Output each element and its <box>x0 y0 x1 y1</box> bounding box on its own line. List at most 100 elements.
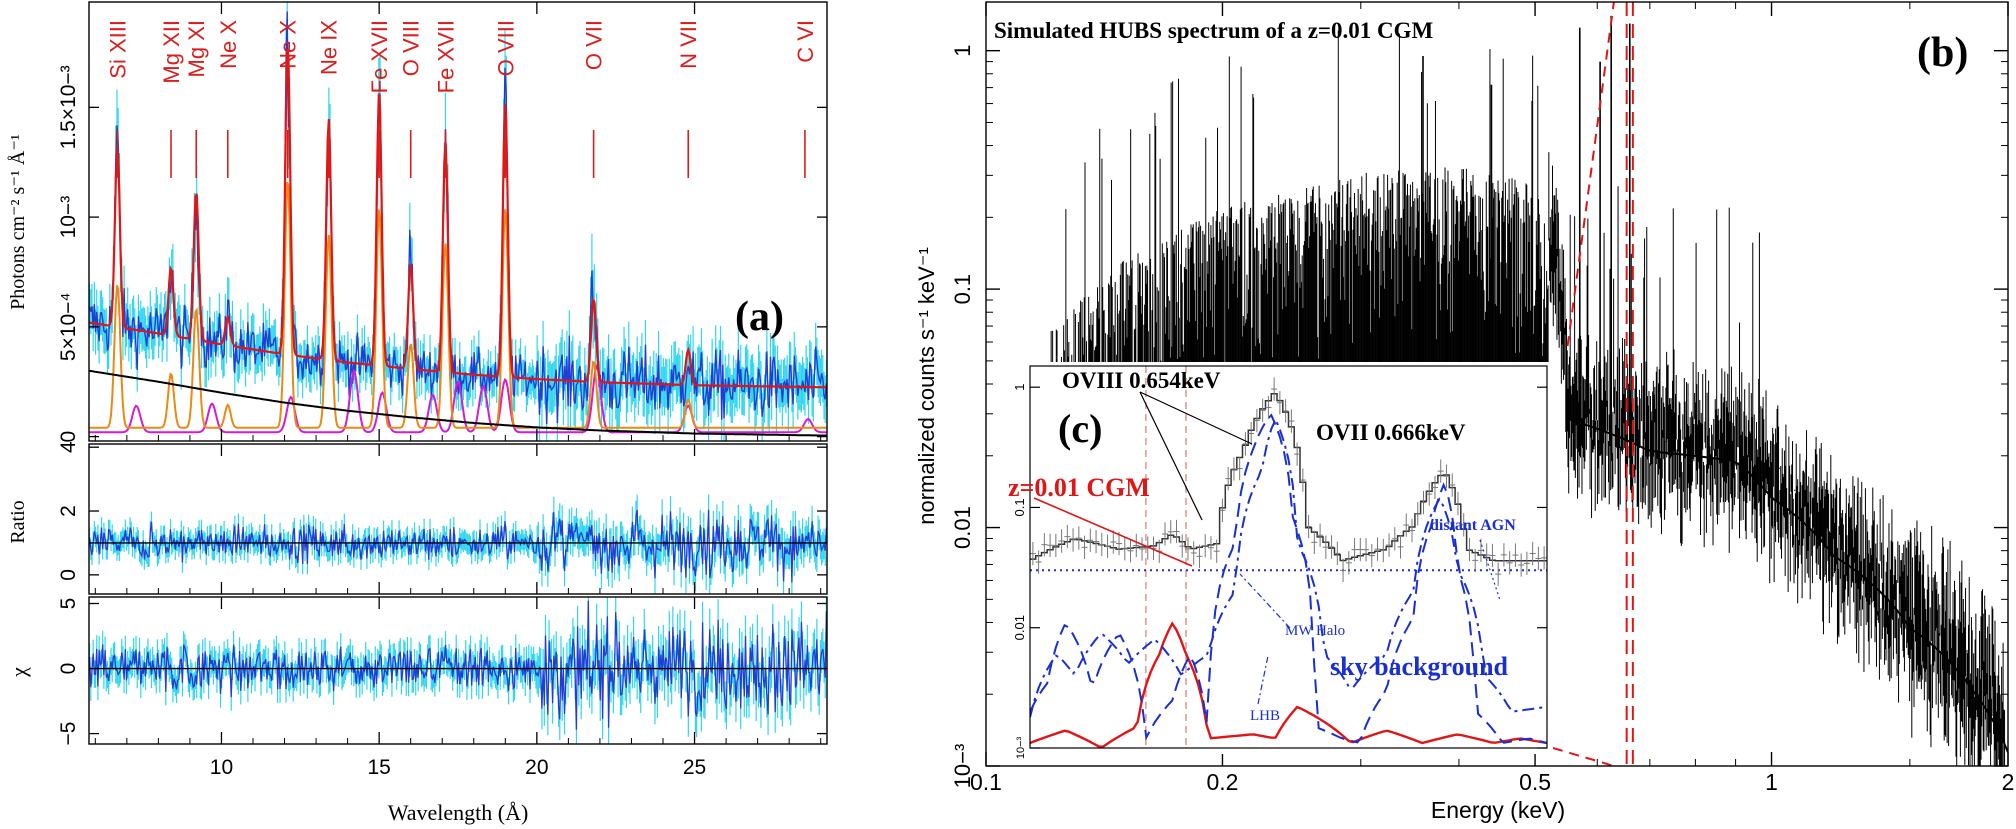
magenta-component <box>89 363 827 434</box>
chi-y-axis-label: χ <box>6 667 31 678</box>
x-tick-label: 0.5 <box>1519 769 1551 795</box>
spectrum-marks <box>89 2 827 441</box>
x-tick-label: 20 <box>525 756 548 779</box>
y-tick-label: 10−³ <box>57 196 80 239</box>
y-tick-label: 4 <box>57 441 80 453</box>
y-tick-label: 0 <box>57 569 80 581</box>
hubs-y-axis-label: normalized counts s⁻¹ keV⁻¹ <box>914 247 939 525</box>
hubs-x-ticks: 0.1 0.2 0.5 1 2 <box>970 2 2014 795</box>
ratio-y-ticks: 0 2 4 <box>57 441 827 581</box>
energy-axis-label: Energy (keV) <box>1431 797 1565 823</box>
line-id-labels: Si XIII Mg XII Mg XI Ne X Ne X Ne IX Fe XVII O … <box>105 20 818 178</box>
y-tick-label: 10−³ <box>950 744 975 789</box>
inset-y-ticks: 10−³ 0.01 0.1 1 <box>1012 384 1547 760</box>
wavelength-x-ticks: 10 15 20 25 <box>94 2 822 779</box>
inset-marks <box>1030 366 1547 748</box>
ratio-axes <box>88 443 828 595</box>
spectrum-y-axis-label: Photons cm⁻² s⁻¹ Å⁻¹ <box>7 134 29 310</box>
ratio-series <box>89 509 827 583</box>
spectrum-axes <box>88 1 828 442</box>
y-tick-label: 0.1 <box>950 274 975 305</box>
x-tick-label: 1 <box>1765 769 1778 795</box>
line-label: Mg XI <box>184 20 209 77</box>
x-tick-label: 0.2 <box>1206 769 1238 795</box>
x-tick-label: 25 <box>683 756 706 779</box>
zoom-connector-top <box>1566 2 1615 347</box>
y-tick-label: −5 <box>57 722 80 746</box>
cgm-arrow <box>1033 497 1193 567</box>
model-total <box>89 49 827 389</box>
inset-background <box>1018 362 1553 754</box>
line-label: N VII <box>676 20 701 69</box>
y-tick-label: 0 <box>57 663 80 675</box>
chi-y-ticks: −5 0 5 <box>57 598 827 746</box>
zoom-connector-bottom <box>1552 747 1615 766</box>
line-label: Ne IX <box>317 20 342 75</box>
chi-marks <box>89 597 827 744</box>
inset-y-tick-label: 1 <box>1012 384 1027 391</box>
line-label: Fe XVII <box>367 20 392 93</box>
orange-component <box>89 181 827 429</box>
y-tick-label: 5 <box>57 598 80 610</box>
y-tick-label: 5×10−⁴ <box>57 293 80 362</box>
panel-b-label: (b) <box>1917 30 1968 76</box>
lhb-arrow <box>1257 655 1269 705</box>
data-series <box>89 11 827 425</box>
panel-c-label: (c) <box>1058 406 1102 451</box>
annotation-arrows <box>1139 391 1253 521</box>
oviii-arrow-2 <box>1139 391 1253 445</box>
agn-label: distant AGN <box>1430 517 1516 534</box>
continuum-curve <box>89 369 827 437</box>
inset-series <box>1030 416 1547 718</box>
mwhalo-label: MW Halo <box>1285 623 1345 639</box>
sky-background-label: sky background <box>1330 652 1509 681</box>
lhb-label: LHB <box>1250 708 1280 724</box>
x-tick-label: 0.1 <box>970 769 1002 795</box>
spectrum-y-ticks: 0 5×10−⁴ 10−³ 1.5×10−³ <box>57 65 827 442</box>
oviii-label: OVIII 0.654keV <box>1062 368 1221 393</box>
ratio-y-axis-label: Ratio <box>7 500 29 543</box>
ratio-marks <box>89 494 827 594</box>
line-label: O VIII <box>399 20 424 76</box>
hubs-title: Simulated HUBS spectrum of a z=0.01 CGM <box>994 18 1434 43</box>
inset-annotations: (c) OVIII 0.654keV OVII 0.666keV z=0.01 … <box>1008 368 1516 724</box>
inset-axes <box>1029 365 1548 749</box>
y-tick-label: 2 <box>57 505 80 517</box>
cgm-label: z=0.01 CGM <box>1008 473 1150 502</box>
agn-arrow <box>1479 539 1501 601</box>
inset-y-tick-label: 10−³ <box>1015 737 1027 760</box>
chi-axes <box>88 596 828 745</box>
y-tick-label: 1 <box>950 45 975 57</box>
x-tick-label: 15 <box>367 756 390 779</box>
panel-c-inset: 10−³ 0.01 0.1 1 (c) OVIII 0.654keV OVII 0.6… <box>1008 362 1553 759</box>
x-tick-label: 10 <box>210 756 233 779</box>
line-label: O VII <box>582 20 607 70</box>
line-label: Ne X <box>216 20 241 69</box>
chi-plot: −505 χ 10 15 20 25 <box>6 2 828 779</box>
line-label: O VIII <box>493 20 518 76</box>
wavelength-axis-label: Wavelength (Å) <box>388 800 529 825</box>
panel-a: 0 5×10−⁴ 10−³ 1.5×10−³ Photons cm⁻² s⁻¹ Å⁻¹… <box>6 1 828 825</box>
chi-series <box>89 600 827 730</box>
line-label: C VI <box>793 20 818 63</box>
line-label: Fe XVII <box>433 20 458 93</box>
oviii-arrow-1 <box>1139 391 1203 521</box>
spectrum-plot: 0 5×10−⁴ 10−³ 1.5×10−³ Photons cm⁻² s⁻¹ Å⁻¹… <box>7 1 828 442</box>
x-tick-label: 2 <box>2002 769 2015 795</box>
y-tick-label: 0.01 <box>950 506 975 549</box>
mwhalo-arrow <box>1239 573 1291 629</box>
line-label: Si XIII <box>105 20 130 79</box>
y-tick-label: 0 <box>57 431 80 443</box>
inset-y-tick-label: 0.1 <box>1012 498 1027 516</box>
inset-series <box>1030 621 1547 748</box>
y-tick-label: 1.5×10−³ <box>57 65 80 149</box>
panel-a-label: (a) <box>735 294 784 340</box>
line-label: Ne X <box>276 20 301 69</box>
model-curve <box>1567 418 2008 753</box>
inset-series <box>1030 413 1547 744</box>
inset-y-tick-label: 0.01 <box>1012 615 1027 640</box>
ratio-plot: 0 2 4 Ratio <box>7 441 828 595</box>
hubs-y-ticks: 10−³ 0.01 0.1 1 <box>950 45 2008 789</box>
line-label: Mg XII <box>159 20 184 84</box>
